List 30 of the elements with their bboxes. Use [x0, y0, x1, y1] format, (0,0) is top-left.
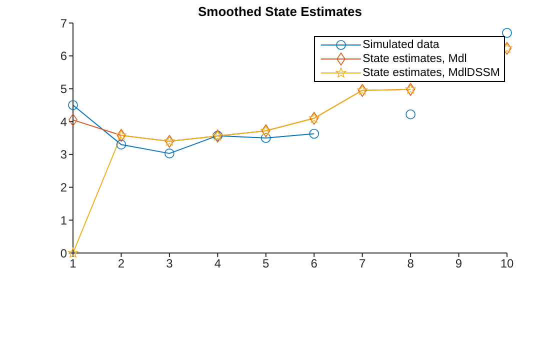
y-tick-label: 5 — [60, 82, 68, 96]
y-tick-label: 0 — [60, 246, 68, 260]
x-tick-label: 1 — [70, 256, 77, 271]
legend-label: Simulated data — [362, 38, 440, 52]
x-tick-label: 6 — [310, 256, 318, 271]
y-tick-label: 2 — [60, 180, 68, 195]
y-tick-label: 7 — [60, 16, 68, 30]
legend-label: State estimates, MdlDSSM — [362, 66, 500, 80]
point — [406, 109, 416, 120]
point — [68, 100, 78, 110]
point — [164, 148, 174, 158]
x-tick-label: 8 — [407, 256, 414, 271]
point — [309, 128, 320, 139]
x-tick-label: 3 — [166, 256, 174, 271]
point — [260, 133, 271, 143]
y-tick-label: 6 — [60, 49, 68, 64]
y-tick-label: 4 — [60, 114, 68, 129]
x-tick-label: 9 — [455, 256, 462, 271]
point — [116, 140, 126, 150]
point — [68, 248, 78, 258]
x-tick-label: 10 — [500, 256, 514, 271]
y-tick-label: 3 — [60, 148, 68, 162]
x-tick-label: 7 — [358, 256, 366, 271]
legend-label: State estimates, Mdl — [362, 52, 467, 66]
point — [502, 28, 512, 38]
x-tick-label: 2 — [118, 256, 125, 271]
y-tick-label: 1 — [60, 213, 68, 228]
chart-title: Smoothed State Estimates — [198, 4, 362, 19]
x-tick-label: 4 — [214, 256, 222, 271]
x-tick-label: 5 — [262, 256, 270, 271]
